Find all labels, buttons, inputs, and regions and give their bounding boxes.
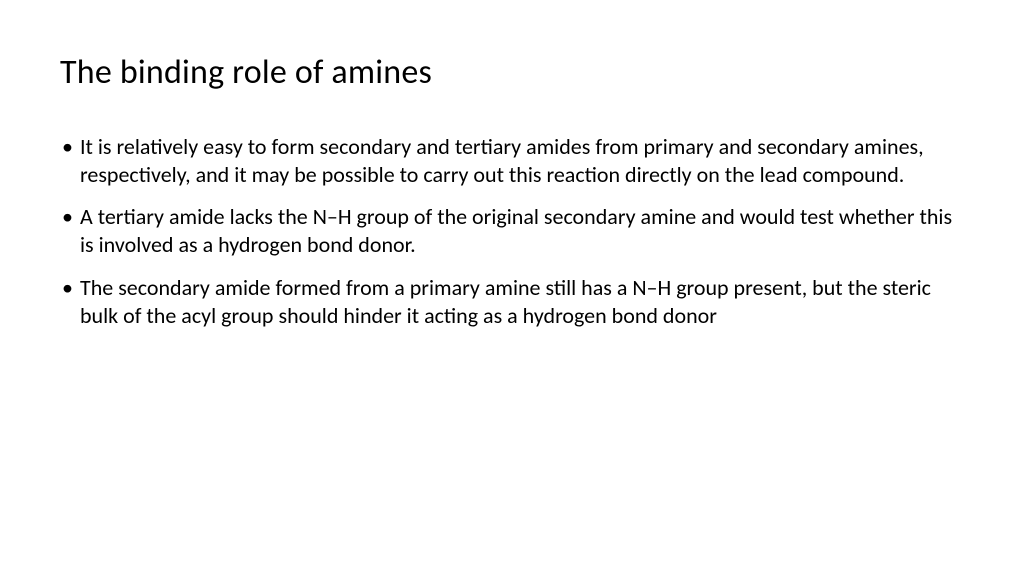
bullet-list: It is relatively easy to form secondary … [60,133,964,330]
slide-title: The binding role of amines [60,52,964,93]
bullet-item: A tertiary amide lacks the N–H group of … [60,203,964,259]
bullet-item: It is relatively easy to form secondary … [60,133,964,189]
bullet-item: The secondary amide formed from a primar… [60,274,964,330]
